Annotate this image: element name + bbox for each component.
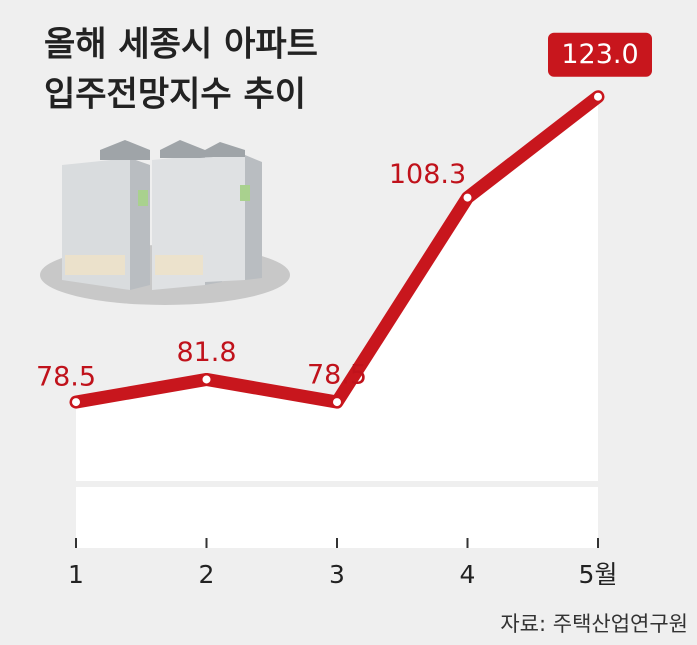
chart-title: 입주전망지수 추이: [44, 75, 306, 115]
value-label: 78.5: [307, 360, 367, 391]
x-tick-label: 1: [68, 560, 84, 589]
x-tick-label: 2: [199, 560, 215, 589]
x-tick-label: 4: [460, 560, 476, 589]
point: [331, 396, 343, 409]
point: [461, 191, 474, 204]
point: [200, 373, 213, 386]
source: 자료: 주택산업연구원: [500, 612, 688, 636]
value-label: 78.5: [36, 362, 96, 393]
axis-band: [76, 487, 598, 548]
x-tick-label: 5월: [579, 560, 618, 589]
label-box: [548, 32, 652, 77]
value-label: 81.8: [176, 337, 236, 368]
value-label: 108.3: [389, 159, 466, 190]
building-illustration: [40, 140, 290, 305]
point: [592, 90, 604, 103]
chart-title: 올해 세종시 아파트: [44, 25, 318, 65]
x-tick-label: 3: [329, 560, 345, 589]
value-label: 123.0: [561, 39, 638, 70]
point: [70, 396, 82, 409]
